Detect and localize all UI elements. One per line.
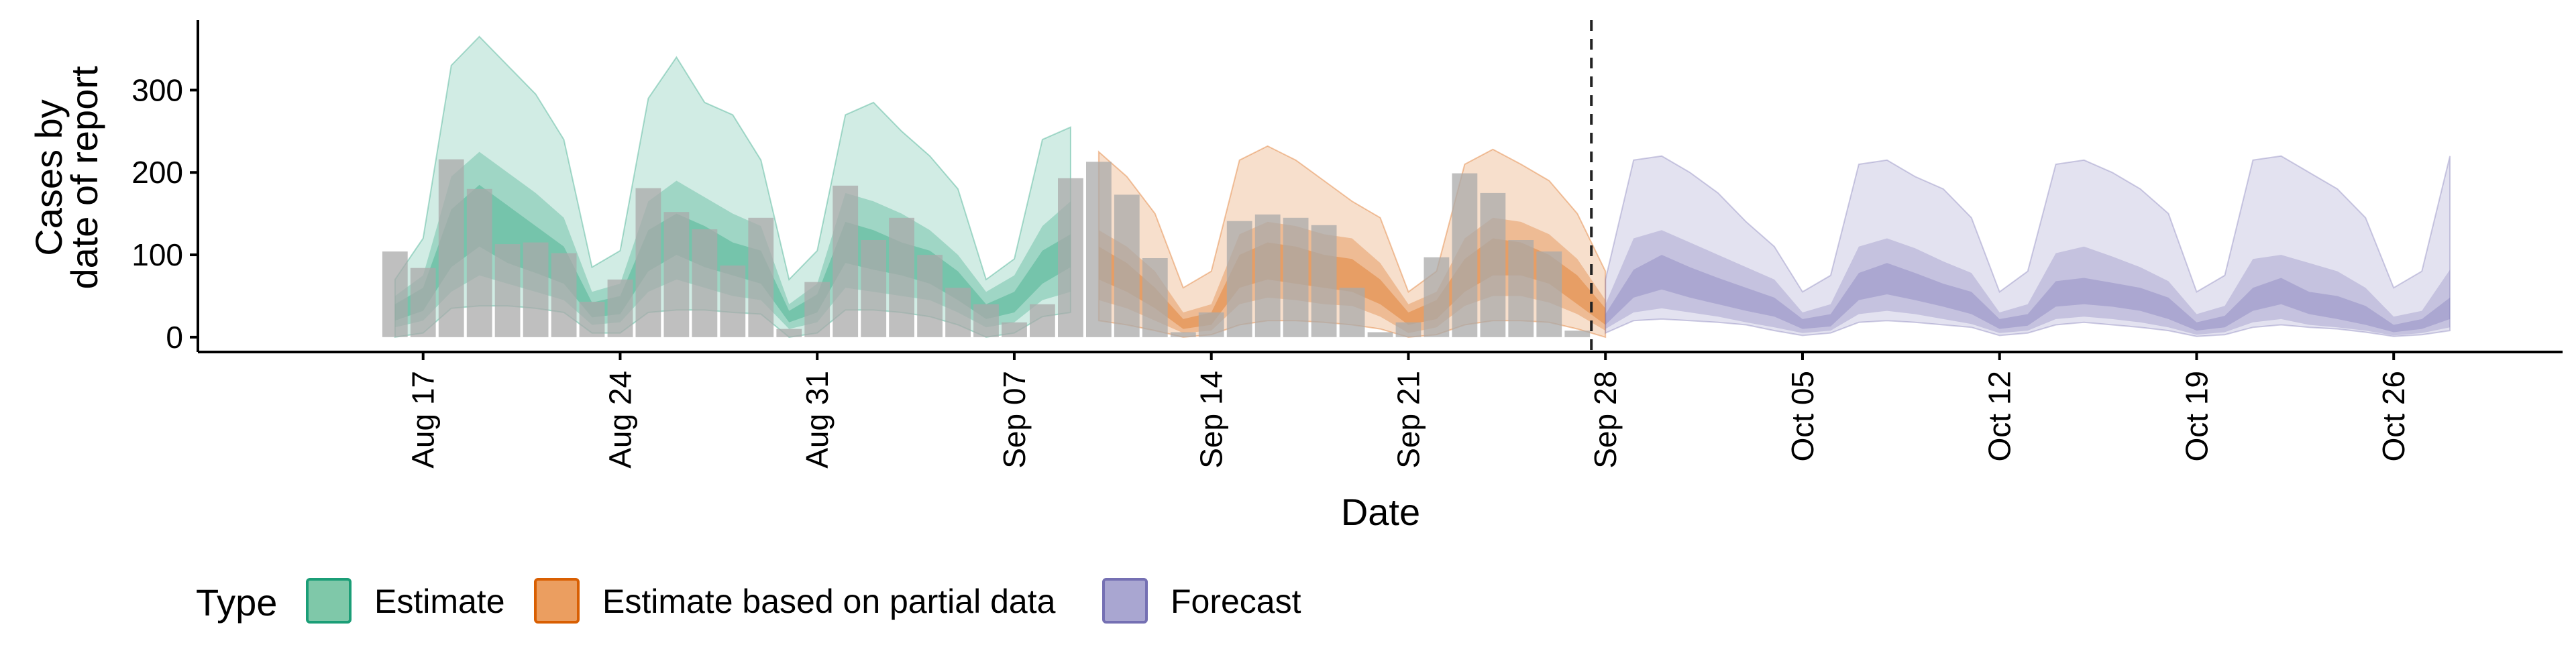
legend-label: Forecast [1171,583,1301,620]
reported-cases-bar [692,229,718,337]
legend-swatch [534,578,580,624]
reported-cases-bar [1058,178,1083,337]
reported-cases-bar [1564,331,1591,337]
reported-cases-bar [1480,192,1506,337]
series-forecast [1605,155,2451,337]
y-tick-label: 100 [131,237,183,272]
reported-cases-bar [1142,258,1168,337]
reported-cases-bar [1424,257,1450,337]
reported-cases-bar [973,304,999,337]
y-axis-title-line-1: Cases by [28,99,70,255]
x-tick-label: Sep 28 [1588,371,1623,469]
ribbon-inner-estimate-based-on-partial-data [1098,238,1606,329]
reported-cases-bar [635,188,661,337]
legend-swatch [306,578,352,624]
reported-cases-bar [1283,217,1309,337]
reported-cases-bar [1170,332,1196,337]
legend: Type Estimate Estimate based on partial d… [196,578,1301,624]
ribbon-inner-forecast [1605,255,2451,333]
reported-cases-bar [494,244,521,337]
x-tick-label: Sep 14 [1194,371,1229,469]
x-axis-title: Date [1341,491,1420,533]
reported-cases-bar [1254,214,1281,337]
reported-cases-bar [833,185,859,337]
legend-title: Type [196,581,277,624]
reported-cases-bar [1226,221,1252,337]
reported-cases-bar [804,282,830,337]
x-tick-label: Oct 19 [2180,371,2214,462]
reported-cases-bar [1452,173,1478,337]
reported-cases-bar [523,242,549,337]
series-estimate-based-on-partial-data [1097,145,1607,339]
y-axis-title: Cases by date of report [28,66,105,290]
y-tick-label: 200 [131,155,183,190]
x-tick-label: Oct 12 [1982,371,2017,462]
ribbon-mid-forecast [1605,230,2451,336]
reported-cases-bar [1395,322,1421,337]
reported-cases-bar [889,217,914,337]
reported-cases-bar [1367,332,1393,337]
reported-cases-bar [410,268,436,337]
reported-cases-bar [917,255,943,337]
reported-cases-bar [607,279,633,337]
reported-cases-bar [1198,312,1224,337]
x-tick-label: Aug 17 [406,371,441,469]
legend-label: Estimate based on partial data [602,583,1056,620]
y-tick-label: 0 [166,320,183,355]
x-tick-label: Sep 07 [997,371,1032,469]
legend-label: Estimate [374,583,505,620]
x-tick-label: Aug 31 [800,371,835,469]
reported-cases-bar [861,240,887,337]
reported-cases-bar [776,329,802,337]
reported-cases-bar [1030,304,1055,337]
reported-cases-bar [382,251,408,337]
reported-cases-bar [466,188,492,337]
legend-item-forecast: Forecast [1102,578,1301,624]
reported-cases-bar [1086,162,1112,337]
reported-cases-bar [1002,322,1027,337]
legend-item-estimate: Estimate [306,578,505,624]
reported-cases-bar [551,253,577,337]
reported-cases-bar [1508,240,1534,337]
x-tick-label: Sep 21 [1391,371,1426,469]
x-tick-label: Aug 24 [603,371,638,469]
legend-item-estimate-based-on-partial-data: Estimate based on partial data [534,578,1056,624]
y-axis-title-line-2: date of report [63,66,105,290]
ribbon-outer-forecast [1605,155,2451,337]
bar-layer [382,159,1591,337]
x-tick-label: Oct 26 [2376,371,2411,462]
reported-cases-bar [663,212,690,337]
reported-cases-bar [945,288,971,337]
reported-cases-bar [1114,194,1140,337]
reported-cases-bar [438,159,464,337]
ribbon-inner-estimate [394,184,1071,322]
y-tick-label: 300 [131,72,183,107]
reported-cases-bar [1339,288,1365,337]
reported-cases-bar [1536,251,1562,337]
ribbon-mid-estimate-based-on-partial-data [1098,217,1606,333]
reported-cases-bar [579,302,605,337]
x-tick-label: Oct 05 [1785,371,1820,462]
reported-cases-bar [748,217,774,337]
legend-swatch [1102,578,1148,624]
reported-cases-bar [720,266,746,337]
axes-layer: 0 100 200 300 Aug 17 Aug 24 Aug 31 Sep 07 Sep 14… [131,20,2563,469]
reported-cases-bar [1311,225,1337,337]
